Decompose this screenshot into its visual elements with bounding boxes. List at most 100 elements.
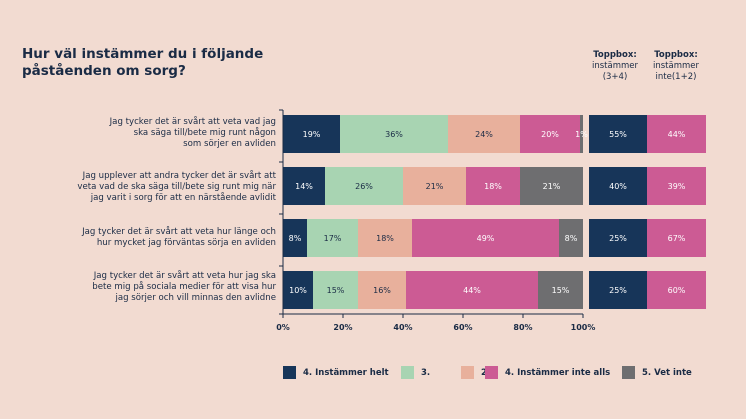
row-label-4-line-3: jag sörjer och vill minnas den avlidne [115,293,276,303]
bar-label-row2-series4: 18% [484,182,502,191]
topbox-instammer-row4 [589,271,647,309]
x-tick-label-4: 60% [453,323,472,332]
x-tick-label-5: 80% [513,323,532,332]
bar-label-row3-series1: 8% [289,234,302,243]
bar-row2-series3 [403,167,466,205]
bar-row4-series1 [283,271,313,309]
x-tick-label-2: 20% [333,323,352,332]
topbox-instammer-row2 [589,167,647,205]
legend-label-3: 3. [421,367,431,378]
topbox-instammer-inte-label-row2: 39% [668,182,686,191]
bar-label-row4-series5: 15% [552,286,570,295]
bar-label-row2-series1: 14% [295,182,313,191]
legend-item-vet-inte: 5. Vet inte [622,366,692,379]
row-label-4: Jag tycker det är svårt att veta hur jag… [20,271,276,304]
bar-label-row3-series3: 18% [376,234,394,243]
bar-label-row4-series2: 15% [327,286,345,295]
topbox-instammer-inte-header-bold: Toppbox: [654,50,698,60]
topbox-instammer-row1 [589,115,647,153]
row-label-1: Jag tycker det är svårt att veta vad jag… [20,117,276,150]
topbox-instammer-header-bold: Toppbox: [593,50,637,60]
topbox-instammer-inte-row4 [647,271,706,309]
row-label-3: Jag tycker det är svårt att veta hur län… [20,227,276,249]
topbox-instammer-inte-header: Toppbox: instämmer inte(1+2) [645,50,707,83]
chart-title: Hur väl instämmer du i följande påståend… [22,46,264,79]
topbox-instammer-inte-label-row3: 67% [668,234,686,243]
bar-row3-series1 [283,219,307,257]
topbox-instammer-inte-label-row1: 44% [668,130,686,139]
x-tick-label-6: 100% [571,323,596,332]
topbox-instammer-header-line1: instämmer [591,61,638,71]
topbox-instammer-inte-header-line1: instämmer [652,61,699,71]
topbox-instammer-row3 [589,219,647,257]
bar-row3-series4 [412,219,559,257]
row-label-2-line-1: Jag upplever att andra tycker det är svå… [82,171,276,181]
bar-label-row4-series1: 10% [289,286,307,295]
row-label-1-line-1: Jag tycker det är svårt att veta vad jag [109,117,276,127]
bar-label-row2-series5: 21% [543,182,561,191]
bar-label-row1-series3: 24% [475,130,493,139]
row-label-2-line-2: veta vad de ska säga till/bete sig runt … [77,182,276,192]
bar-row3-series5 [559,219,583,257]
bar-row1-series2 [340,115,448,153]
bar-label-row1-series4: 20% [541,130,559,139]
bar-row4-series2 [313,271,358,309]
legend-swatch-3 [401,366,414,379]
bar-label-row2-series3: 21% [426,182,444,191]
legend-item-instammer-helt: 4. Instämmer helt [283,366,389,379]
bar-row1-series4 [520,115,580,153]
bar-label-row4-series3: 16% [373,286,391,295]
bar-label-row3-series5: 8% [565,234,578,243]
x-tick-label-1: 0% [276,323,290,332]
topbox-instammer-header: Toppbox: instämmer (3+4) [584,50,646,83]
x-tick-label-3: 40% [393,323,412,332]
bar-row4-series3 [358,271,406,309]
legend-swatch-vet-inte [622,366,635,379]
legend-swatch-2 [461,366,474,379]
topbox-instammer-inte-row1 [647,115,706,153]
bar-label-row1-series5: 1% [575,130,588,139]
bar-row2-series4 [466,167,520,205]
bar-row1-series5 [580,115,583,153]
topbox-instammer-label-row4: 25% [609,286,627,295]
bar-row1-series3 [448,115,520,153]
topbox-instammer-inte-label-row4: 60% [668,286,686,295]
legend-item-instammer-inte-alls: 4. Instämmer inte alls [485,366,610,379]
row-label-1-line-2: ska säga till/bete mig runt någon [133,128,276,138]
row-label-4-line-2: bete mig på sociala medier för att visa … [92,282,276,292]
bar-row4-series4 [406,271,538,309]
row-label-2: Jag upplever att andra tycker det är svå… [20,171,276,204]
row-label-2-line-3: jag varit i sorg för att en närstående a… [90,193,276,203]
bar-row3-series3 [358,219,412,257]
bar-label-row4-series4: 44% [463,286,481,295]
topbox-instammer-label-row3: 25% [609,234,627,243]
legend-label-instammer-helt: 4. Instämmer helt [303,367,389,378]
legend-swatch-instammer-inte-alls [485,366,498,379]
topbox-instammer-label-row2: 40% [609,182,627,191]
legend-label-vet-inte: 5. Vet inte [642,367,692,378]
bar-label-row3-series4: 49% [477,234,495,243]
topbox-instammer-header-line2: (3+4) [602,72,628,82]
topbox-instammer-label-row1: 55% [609,130,627,139]
bar-label-row1-series2: 36% [385,130,403,139]
bar-row4-series5 [538,271,583,309]
legend-label-instammer-inte-alls: 4. Instämmer inte alls [505,367,611,378]
row-label-1-line-3: som sörjer en avliden [183,139,276,149]
bar-row1-series1 [283,115,340,153]
bar-label-row2-series2: 26% [355,182,373,191]
bar-label-row1-series1: 19% [303,130,321,139]
bar-row3-series2 [307,219,358,257]
topbox-instammer-inte-row2 [647,167,706,205]
bar-row2-series2 [325,167,403,205]
bar-row2-series1 [283,167,325,205]
topbox-instammer-inte-header-line2: inte(1+2) [655,72,697,82]
row-label-3-line-1: Jag tycker det är svårt att veta hur län… [82,227,276,237]
topbox-instammer-inte-row3 [647,219,706,257]
row-label-3-line-2: hur mycket jag förväntas sörja en avlide… [96,238,276,248]
legend-item-3: 3. [401,366,430,379]
bar-label-row3-series2: 17% [324,234,342,243]
row-label-4-line-1: Jag tycker det är svårt att veta hur jag… [93,271,276,281]
bar-row2-series5 [520,167,583,205]
legend-swatch-instammer-helt [283,366,296,379]
